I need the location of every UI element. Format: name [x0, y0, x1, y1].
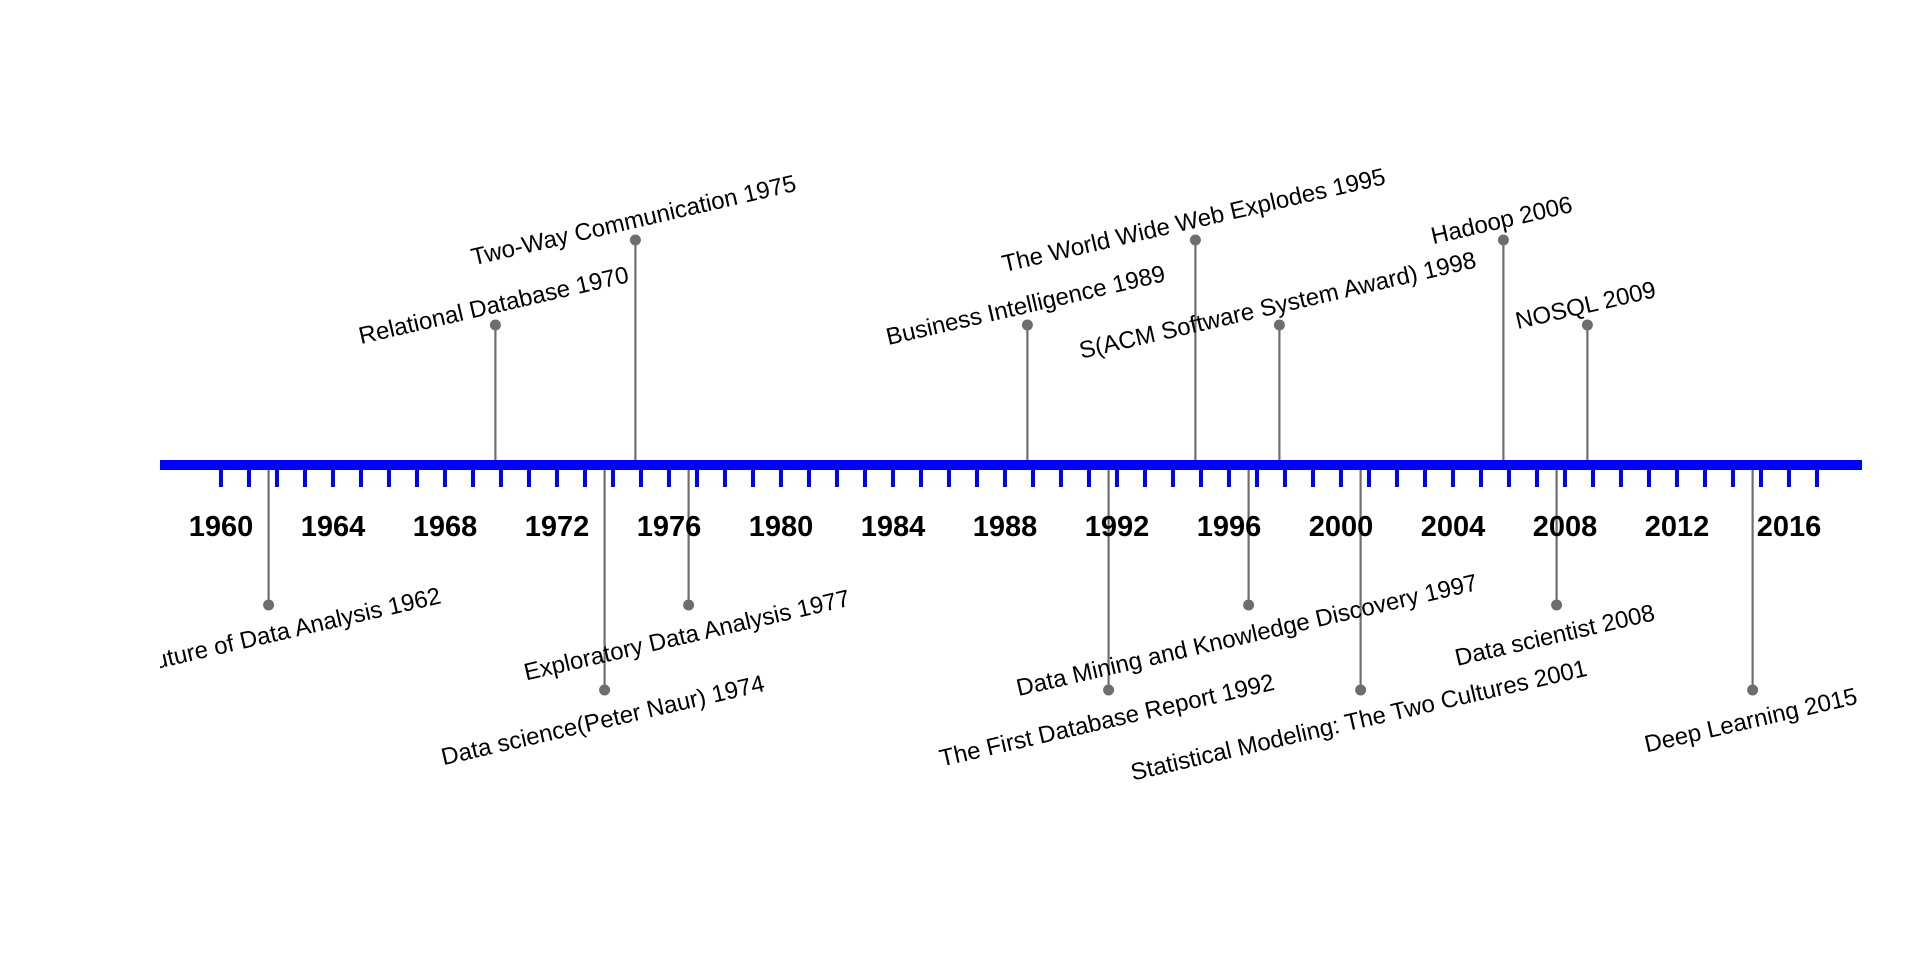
event-label: S(ACM Software System Award) 1998	[1077, 247, 1479, 365]
tick-label: 1984	[861, 511, 926, 543]
tick-label: 2004	[1421, 511, 1486, 543]
tick-label: 1968	[413, 511, 478, 543]
event-point	[1747, 684, 1759, 696]
event-point	[1497, 234, 1509, 246]
tick-label: 2016	[1757, 511, 1822, 543]
tick-label: 1996	[1197, 511, 1262, 543]
event-point	[683, 599, 695, 611]
event-point	[263, 599, 275, 611]
event-label: Two-Way Communication 1975	[469, 170, 799, 271]
event-point	[1551, 599, 1563, 611]
event-label: The Future of Data Analysis 1962	[90, 582, 443, 688]
event-label: Statistical Modeling: The Two Cultures 2…	[1128, 655, 1589, 786]
event-point	[1021, 319, 1033, 331]
tick-label: 1964	[301, 511, 366, 543]
event-point	[489, 319, 501, 331]
tick-label: 2000	[1309, 511, 1374, 543]
tick-label: 1960	[189, 511, 254, 543]
event-point	[1243, 599, 1255, 611]
tick-label: 2012	[1645, 511, 1710, 543]
tick-marks	[219, 465, 1819, 487]
event-point	[599, 684, 611, 696]
event-point	[1355, 684, 1367, 696]
tick-label: 1988	[973, 511, 1038, 543]
event-point	[1273, 319, 1285, 331]
tick-label: 1976	[637, 511, 702, 543]
event-point	[1189, 234, 1201, 246]
tick-labels: 1960 1964 1968 1972 1976 1980 1984 1988 1992 1996…	[189, 511, 1822, 543]
tick-label: 1992	[1085, 511, 1150, 543]
tick-label: 1972	[525, 511, 590, 543]
event-label: Relational Database 1970	[356, 261, 631, 349]
event-point	[1581, 319, 1593, 331]
event-point	[1103, 684, 1115, 696]
event-stems	[263, 234, 1759, 696]
event-label: The World Wide Web Explodes 1995	[999, 163, 1388, 278]
event-point	[629, 234, 641, 246]
tick-label: 2008	[1533, 511, 1598, 543]
tick-label: 1980	[749, 511, 814, 543]
